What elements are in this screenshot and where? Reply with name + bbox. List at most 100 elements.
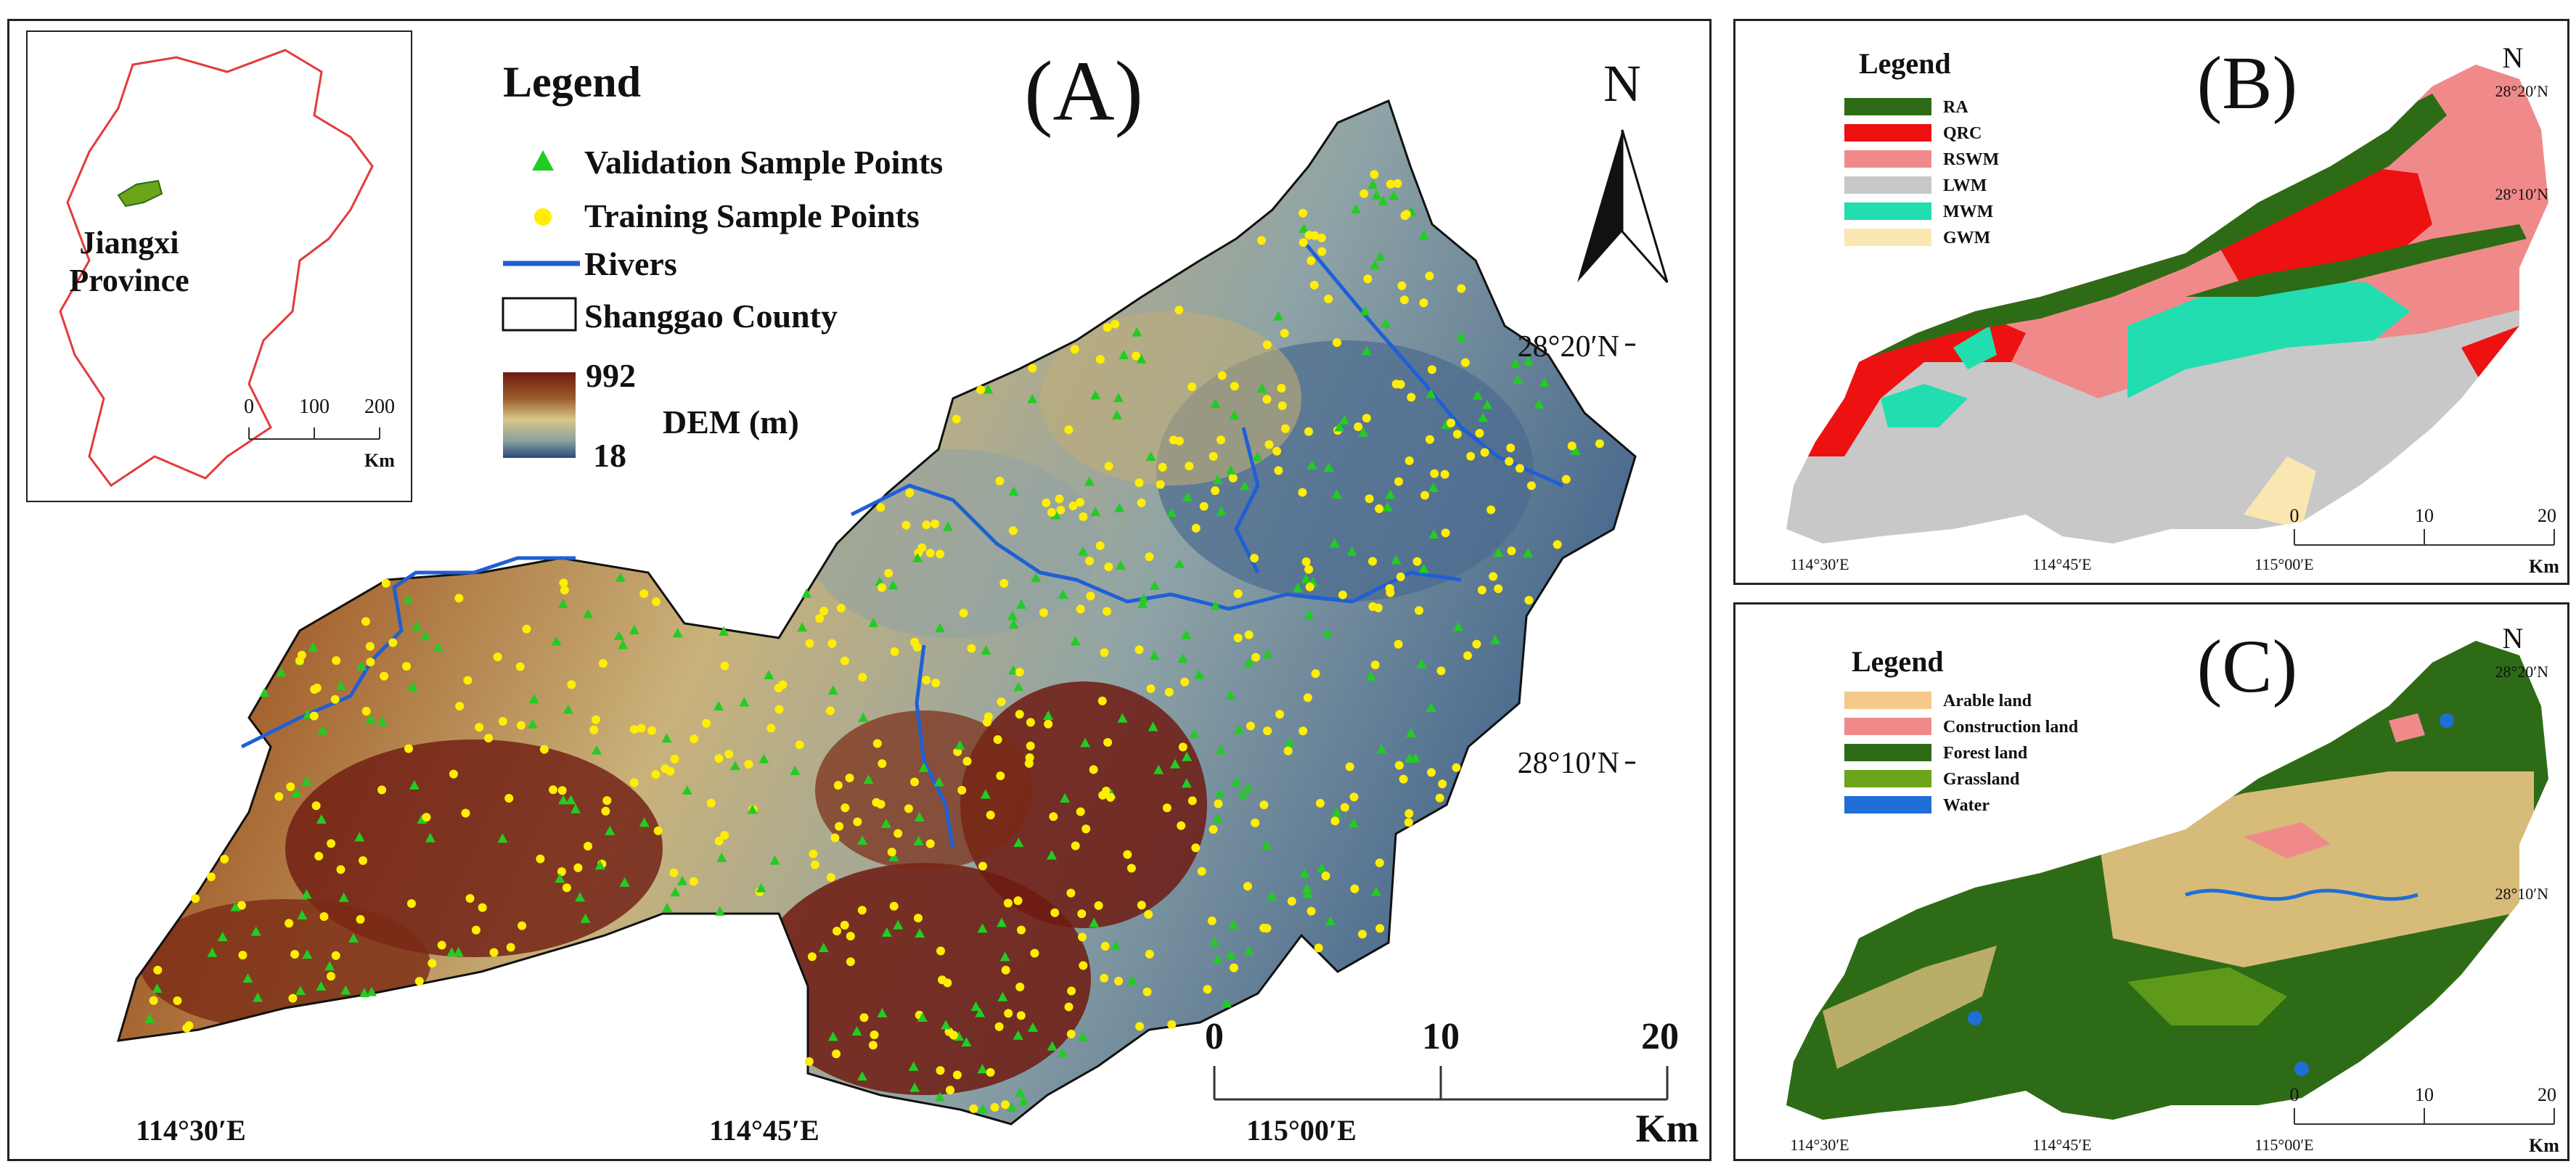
- validation-sample-point: [1346, 546, 1357, 556]
- training-sample-point: [670, 755, 679, 763]
- validation-sample-point: [302, 949, 313, 959]
- training-sample-point: [1158, 462, 1167, 472]
- validation-sample-point: [555, 873, 565, 883]
- validation-sample-point: [1304, 610, 1314, 620]
- validation-sample-point: [1174, 558, 1185, 568]
- training-sample-point: [1505, 456, 1514, 466]
- validation-sample-point: [913, 835, 924, 845]
- training-sample-point: [1311, 669, 1320, 679]
- validation-sample-point: [207, 947, 218, 957]
- validation-sample-point: [1114, 502, 1125, 512]
- training-sample-point: [1098, 790, 1108, 800]
- training-sample-point: [1066, 888, 1076, 898]
- validation-sample-point: [1370, 886, 1381, 896]
- panel_c-legend-swatch-2: [1844, 744, 1931, 761]
- validation-sample-point: [769, 855, 780, 865]
- validation-sample-point: [912, 552, 923, 562]
- panel_b-legend-label-2: RSWM: [1943, 150, 1999, 169]
- training-sample-point: [1314, 943, 1323, 953]
- training-sample-point: [1350, 884, 1359, 893]
- panel-b-scale-0: 0: [2290, 505, 2299, 526]
- river-central: [1234, 427, 1260, 574]
- training-sample-point: [1309, 280, 1319, 290]
- training-sample-point: [573, 863, 583, 872]
- validation-sample-point: [639, 817, 650, 827]
- validation-sample-point: [217, 931, 228, 941]
- validation-sample-point: [340, 985, 351, 995]
- validation-sample-point: [1307, 459, 1317, 470]
- validation-sample-point: [954, 739, 965, 750]
- validation-sample-point: [1262, 649, 1273, 659]
- validation-sample-point: [497, 833, 508, 843]
- training-sample-point: [1209, 451, 1218, 461]
- validation-sample-point: [1181, 629, 1192, 639]
- training-sample-point: [1001, 965, 1010, 975]
- validation-sample-point: [1405, 727, 1416, 737]
- validation-sample-point: [1233, 724, 1244, 734]
- training-sample-point: [1307, 906, 1316, 916]
- validation-sample-point: [324, 961, 335, 971]
- validation-sample-point: [908, 1061, 919, 1071]
- sample-points: [144, 170, 1604, 1114]
- validation-sample-point: [1078, 546, 1089, 556]
- training-sample-point: [1064, 425, 1074, 435]
- training-sample-point: [870, 1030, 879, 1039]
- training-sample-point: [184, 1021, 194, 1030]
- validation-sample-point: [563, 704, 573, 714]
- training-sample-point: [1137, 498, 1146, 507]
- training-sample-point: [1595, 439, 1604, 448]
- validation-sample-point: [629, 624, 639, 634]
- validation-sample-point: [1210, 600, 1221, 610]
- panel_b-legend-label-1: QRC: [1943, 124, 1982, 143]
- validation-sample-point: [1376, 744, 1387, 754]
- training-sample-point: [475, 723, 484, 732]
- validation-sample-point: [756, 882, 766, 893]
- validation-sample-point: [917, 1012, 928, 1022]
- training-sample-point: [669, 868, 679, 877]
- training-sample-point: [478, 903, 487, 912]
- north-arrow-b-letter: N: [2503, 41, 2524, 74]
- training-sample-point: [1145, 552, 1154, 562]
- validation-sample-point: [1453, 621, 1464, 631]
- validation-sample-point: [558, 795, 569, 805]
- panel-c-scale-20: 20: [2538, 1084, 2556, 1105]
- training-sample-point: [1070, 345, 1079, 354]
- training-sample-point: [1561, 475, 1571, 484]
- training-sample-point: [706, 798, 716, 808]
- validation-sample-point: [801, 588, 812, 598]
- training-sample-point: [1362, 414, 1371, 423]
- validation-sample-point: [377, 716, 388, 726]
- training-sample-point: [805, 639, 814, 648]
- panel-a-lat-2810: 28°10′N: [1518, 747, 1619, 780]
- training-sample-point: [1144, 910, 1153, 919]
- validation-sample-point: [338, 892, 349, 902]
- training-sample-point: [1187, 796, 1197, 806]
- validation-sample-point: [915, 928, 925, 938]
- training-sample-point: [1056, 505, 1066, 515]
- training-sample-point: [1452, 763, 1461, 772]
- training-sample-point: [1526, 481, 1536, 491]
- validation-sample-point: [230, 901, 241, 911]
- training-sample-point: [946, 1086, 954, 1095]
- validation-sample-point: [970, 1001, 981, 1012]
- validation-sample-point: [527, 718, 538, 729]
- training-sample-point: [1199, 501, 1209, 511]
- river-west: [240, 556, 576, 749]
- validation-sample-point: [409, 779, 420, 790]
- training-sample-point: [1085, 557, 1095, 566]
- training-sample-point: [931, 519, 940, 528]
- training-sample-point: [602, 796, 612, 806]
- panel-b-scale-10: 10: [2415, 505, 2434, 526]
- training-sample-point: [191, 894, 200, 903]
- training-sample-point: [1280, 329, 1289, 338]
- panel-b-scale-20: 20: [2538, 505, 2556, 526]
- validation-sample-point: [1015, 599, 1026, 609]
- validation-sample-point: [1212, 813, 1223, 823]
- training-sample-point: [1386, 588, 1395, 597]
- panel-a-dem-map: Jiangxi Province 0 100 200 Km Legend Val…: [7, 19, 1712, 1161]
- validation-sample-point: [977, 1064, 988, 1074]
- validation-sample-point: [1365, 671, 1376, 681]
- validation-sample-point: [1182, 491, 1193, 501]
- training-sample-point: [361, 707, 371, 716]
